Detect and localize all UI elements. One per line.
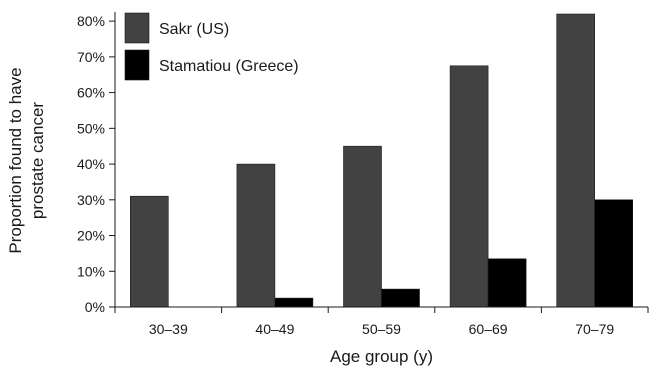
y-tick-label: 20% xyxy=(77,228,105,244)
bar-sakr-3 xyxy=(449,65,489,308)
y-axis-label-line: prostate cancer xyxy=(28,102,47,220)
y-ticks: 0% 10% 20% 30% 40% 50% 60% 70% 80% xyxy=(77,13,115,315)
bar-stamatiou-4 xyxy=(594,199,634,308)
axes-layer xyxy=(114,12,648,308)
bar-stamatiou-3 xyxy=(487,258,527,308)
bars-layer xyxy=(130,13,634,308)
x-tick-label: 60–69 xyxy=(469,321,508,337)
legend: Sakr (US) Stamatiou (Greece) xyxy=(124,12,299,81)
bar-sakr-0 xyxy=(130,195,169,308)
y-tick-label: 10% xyxy=(77,263,105,279)
legend-label: Sakr (US) xyxy=(159,21,229,38)
bar-stamatiou-2 xyxy=(381,288,420,308)
bar-stamatiou-1 xyxy=(274,297,314,308)
bar-sakr-4 xyxy=(556,13,596,308)
bar-sakr-2 xyxy=(343,145,382,308)
x-tick-label: 70–79 xyxy=(575,321,614,337)
x-axis-label: Age group (y) xyxy=(330,347,433,366)
y-axis-label: Proportion found to have prostate cancer xyxy=(6,67,47,253)
y-tick-label: 80% xyxy=(77,13,105,29)
y-tick-label: 50% xyxy=(77,120,105,136)
y-tick-label: 70% xyxy=(77,49,105,65)
x-tick-label: 40–49 xyxy=(255,321,294,337)
y-tick-label: 30% xyxy=(77,192,105,208)
legend-swatch xyxy=(124,12,150,44)
legend-label: Stamatiou (Greece) xyxy=(159,58,299,75)
x-ticks: 30–39 40–49 50–59 60–69 70–79 xyxy=(114,307,649,337)
y-axis-label-line: Proportion found to have xyxy=(6,67,25,253)
x-tick-label: 50–59 xyxy=(362,321,401,337)
y-tick-label: 0% xyxy=(85,299,105,315)
x-tick-label: 30–39 xyxy=(149,321,188,337)
y-tick-label: 60% xyxy=(77,85,105,101)
y-tick-label: 40% xyxy=(77,156,105,172)
legend-swatch xyxy=(124,49,150,81)
bar-sakr-1 xyxy=(236,163,276,308)
